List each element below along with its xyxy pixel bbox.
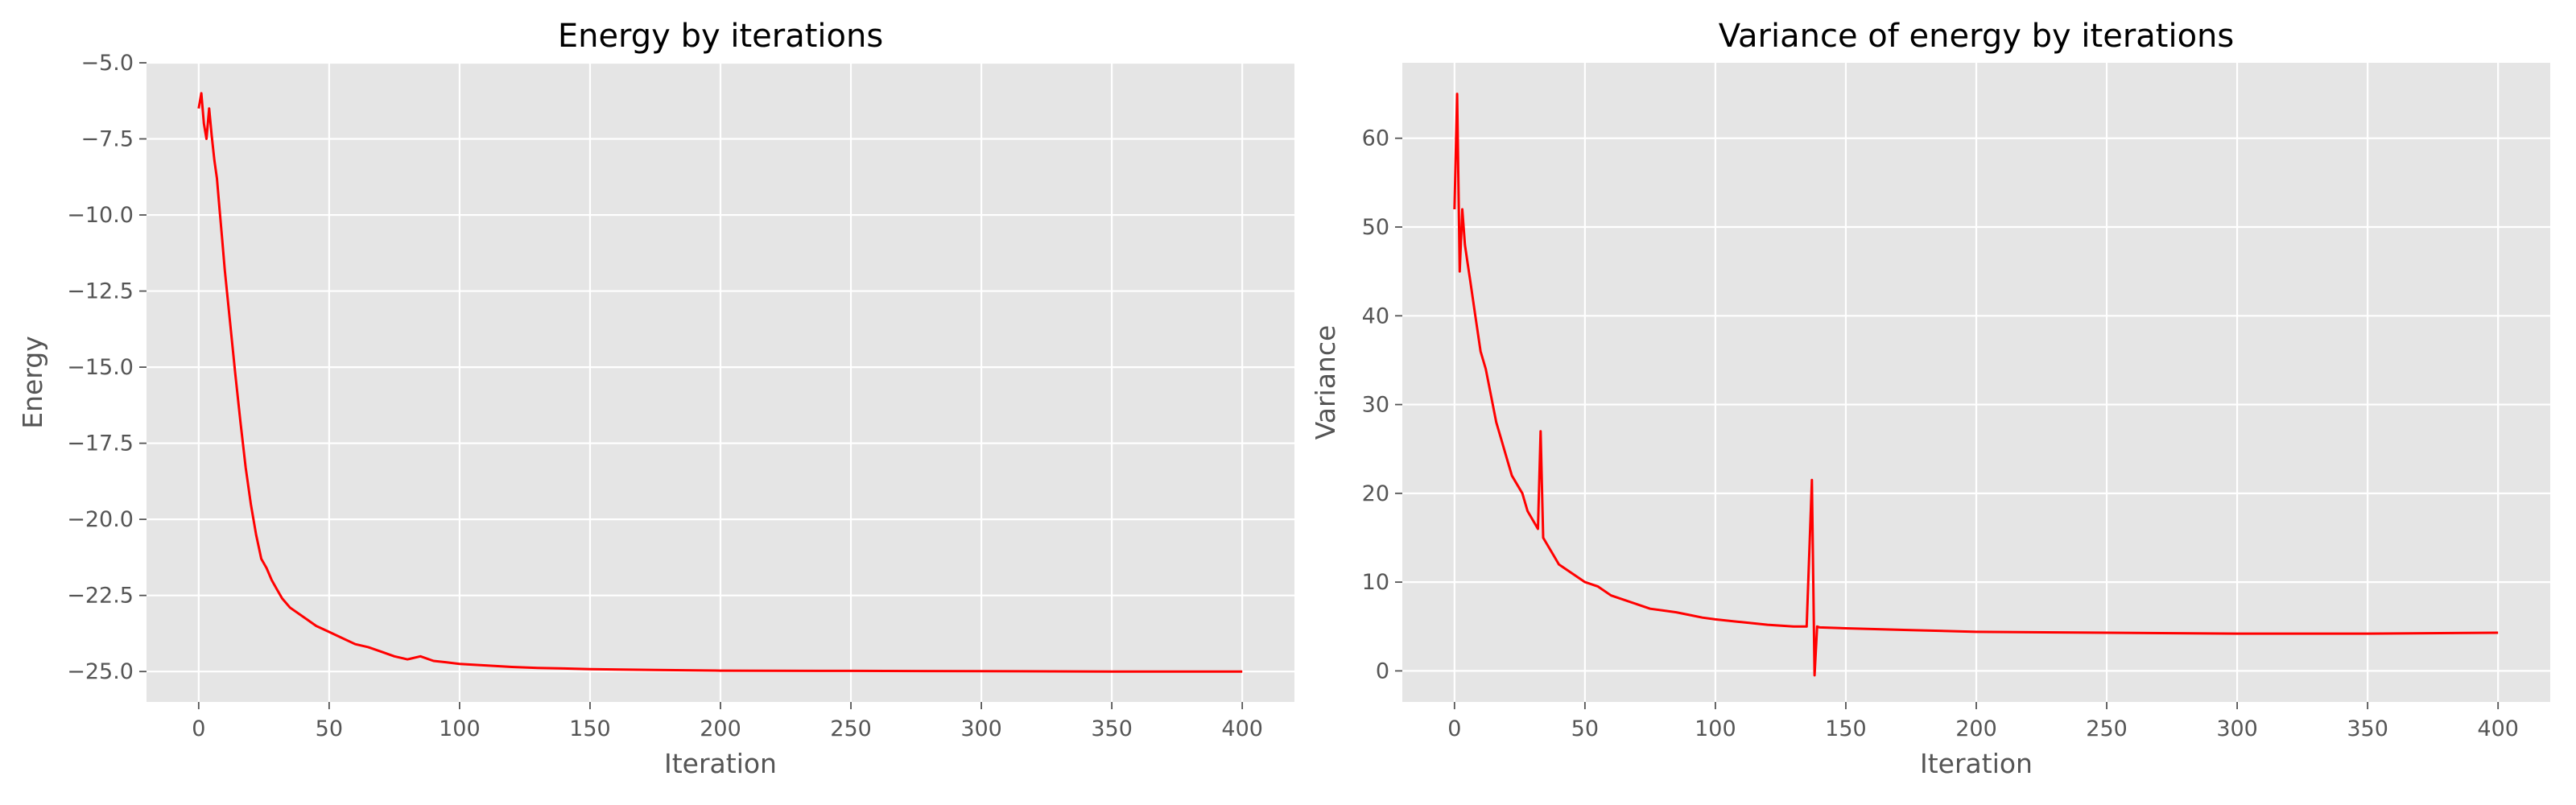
x-tick-label: 350	[2347, 716, 2388, 741]
x-tick-label: 350	[1091, 716, 1133, 741]
x-axis-label: Iteration	[1920, 748, 2033, 779]
y-tick-label: −22.5	[67, 584, 134, 609]
x-tick-label: 400	[1221, 716, 1263, 741]
x-tick-label: 50	[1571, 716, 1599, 741]
y-tick-label: 0	[1376, 658, 1389, 683]
x-tick-label: 100	[439, 716, 481, 741]
x-tick-label: 400	[2477, 716, 2519, 741]
y-tick-label: −7.5	[80, 127, 134, 152]
x-tick-label: 250	[830, 716, 872, 741]
y-tick-label: −12.5	[67, 279, 134, 304]
y-tick-label: −5.0	[80, 51, 134, 76]
y-tick-label: −10.0	[67, 203, 134, 228]
series-line	[197, 92, 1243, 673]
series-line	[1453, 93, 2499, 677]
x-tick-label: 200	[700, 716, 741, 741]
y-tick-label: 10	[1362, 570, 1389, 595]
y-tick-label: 40	[1362, 303, 1389, 328]
x-tick-label: 0	[192, 716, 205, 741]
x-tick-label: 150	[1825, 716, 1867, 741]
variance-chart: 0 50 100 150 200 250 300 350 400 0 10 20 30 40 50 60 Var…	[1310, 18, 2550, 779]
x-tick-label: 100	[1695, 716, 1736, 741]
chart-title: Energy by iterations	[558, 18, 883, 55]
x-tick-label: 150	[569, 716, 611, 741]
chart-title: Variance of energy by iterations	[1719, 18, 2234, 55]
y-tick-label: 60	[1362, 126, 1389, 151]
y-tick-label: −20.0	[67, 507, 134, 532]
x-tick-label: 200	[1955, 716, 1997, 741]
x-tick-label: 250	[2086, 716, 2128, 741]
energy-chart: 0 50 100 150 200 250 300 350 400 −25.0 −22.5 −20.0 −…	[17, 18, 1294, 779]
y-tick-label: 20	[1362, 481, 1389, 506]
x-tick-label: 300	[2216, 716, 2258, 741]
x-axis-label: Iteration	[664, 748, 777, 779]
y-tick-label: 50	[1362, 215, 1389, 240]
y-tick-label: −25.0	[67, 659, 134, 684]
x-tick-label: 300	[960, 716, 1002, 741]
y-tick-label: −15.0	[67, 355, 134, 380]
y-tick-label: −17.5	[67, 431, 134, 456]
x-tick-label: 0	[1447, 716, 1461, 741]
x-tick-label: 50	[316, 716, 343, 741]
y-axis-label: Energy	[17, 336, 48, 429]
y-tick-label: 30	[1362, 393, 1389, 418]
y-axis-label: Variance	[1310, 325, 1341, 440]
